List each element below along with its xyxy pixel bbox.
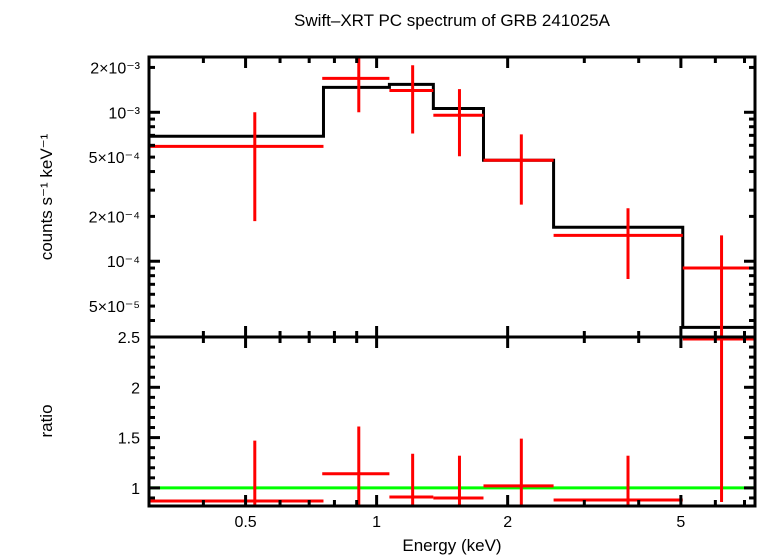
y-tick-label-spectrum: 10⁻⁴ <box>107 254 140 271</box>
plot-layer: 2×10⁻³ 10⁻³ 5×10⁻⁴ 2×10⁻⁴ 10⁻⁴ 5×10⁻⁵ 2.5 2 1.5 1… <box>89 55 757 531</box>
spectrum-data-point <box>433 89 484 157</box>
chart-title: Swift–XRT PC spectrum of GRB 241025A <box>294 11 611 30</box>
spectrum-frame <box>147 55 757 339</box>
spectrum-data-point <box>389 65 434 134</box>
y-tick-label-ratio: 2.5 <box>118 330 140 347</box>
spectrum-data-point <box>322 57 390 113</box>
y-tick-label-spectrum: 2×10⁻⁴ <box>89 209 140 226</box>
x-tick-label: 1 <box>372 514 381 531</box>
spectrum-data-point <box>682 235 755 337</box>
y-tick-label-spectrum: 10⁻³ <box>108 105 140 122</box>
ratio-data-point <box>553 455 683 506</box>
y-axis-label-ratio: ratio <box>37 404 56 437</box>
x-tick-label: 5 <box>676 514 685 531</box>
ratio-data-point <box>682 337 755 502</box>
ratio-data-point <box>322 426 390 506</box>
y-axis-label-spectrum: counts s⁻¹ keV⁻¹ <box>37 133 56 260</box>
y-tick-label-ratio: 1 <box>131 481 140 498</box>
y-tick-label-spectrum: 5×10⁻⁵ <box>89 299 140 316</box>
y-tick-label-ratio: 1.5 <box>118 431 140 448</box>
spectrum-data-point <box>553 208 683 279</box>
ratio-data-point <box>389 453 434 506</box>
model-step-line <box>149 82 755 329</box>
y-tick-label-spectrum: 5×10⁻⁴ <box>89 150 140 167</box>
ratio-frame <box>147 335 757 508</box>
x-tick-label: 2 <box>503 514 512 531</box>
ratio-panel <box>149 337 755 506</box>
x-axis-label: Energy (keV) <box>402 536 501 555</box>
y-tick-label-spectrum: 2×10⁻³ <box>90 60 140 77</box>
spectrum-data-point <box>149 112 324 222</box>
ratio-data-point <box>433 455 484 506</box>
spectrum-panel <box>149 57 755 337</box>
spectrum-data-point <box>483 134 554 205</box>
y-tick-label-ratio: 2 <box>131 380 140 397</box>
x-tick-label: 0.5 <box>234 514 256 531</box>
